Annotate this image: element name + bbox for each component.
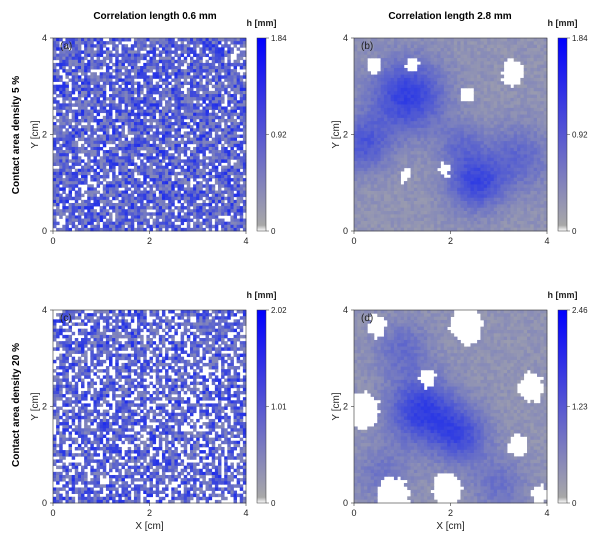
- colorbar-title: h [mm]: [548, 290, 578, 300]
- heatmap-field: [354, 310, 547, 503]
- y-tick-label: 0: [42, 498, 47, 508]
- x-tick-label: 0: [351, 508, 356, 518]
- row-label-top: Contact area density 5 %: [11, 76, 22, 194]
- x-tick-label: 2: [147, 236, 152, 246]
- y-tick-label: 0: [343, 226, 348, 236]
- panel-c: 0 2 4 0 2 4 Y [cm] X [cm] (c) h [mm] 2.02 1.01 0: [30, 290, 287, 532]
- y-tick-label: 2: [42, 402, 47, 412]
- colorbar-tick-label: 2.46: [572, 306, 588, 315]
- y-axis-label: Y [cm]: [30, 392, 41, 420]
- y-tick-label: 2: [42, 130, 47, 140]
- colorbar-tick-label: 0: [572, 227, 577, 236]
- y-tick-label: 2: [343, 402, 348, 412]
- y-tick-label: 4: [42, 33, 47, 43]
- colorbar-tick-label: 1.84: [572, 34, 588, 43]
- x-tick-label: 4: [544, 508, 549, 518]
- column-title-left: Correlation length 0.6 mm: [93, 11, 216, 22]
- colorbar-title: h [mm]: [548, 18, 578, 28]
- colorbar-tick-label: 0.92: [271, 131, 287, 140]
- y-tick-label: 4: [42, 305, 47, 315]
- x-tick-label: 0: [50, 508, 55, 518]
- colorbar: [257, 310, 266, 503]
- heatmap-field: [53, 38, 246, 231]
- colorbar-tick-label: 1.01: [271, 403, 287, 412]
- y-tick-label: 2: [343, 130, 348, 140]
- y-tick-label: 4: [343, 33, 348, 43]
- x-tick-label: 2: [147, 508, 152, 518]
- column-title-right: Correlation length 2.8 mm: [388, 11, 511, 22]
- x-tick-label: 4: [243, 508, 248, 518]
- panel-label: (c): [60, 313, 72, 324]
- colorbar-title: h [mm]: [247, 18, 277, 28]
- colorbar-tick-label: 0: [271, 227, 276, 236]
- heatmap-field: [53, 310, 246, 503]
- colorbar-tick-label: 1.23: [572, 403, 588, 412]
- y-tick-label: 0: [42, 226, 47, 236]
- heatmap-field: [354, 38, 547, 231]
- x-tick-label: 0: [50, 236, 55, 246]
- x-tick-label: 4: [243, 236, 248, 246]
- panel-b: 0 2 4 0 2 4 Y [cm] (b) h [mm] 1.84 0.92 0: [331, 18, 588, 246]
- y-tick-label: 4: [343, 305, 348, 315]
- row-label-bottom: Contact area density 20 %: [11, 343, 22, 467]
- colorbar: [257, 38, 266, 231]
- panel-label: (b): [361, 41, 373, 52]
- colorbar-tick-label: 0: [572, 499, 577, 508]
- colorbar-tick-label: 0.92: [572, 131, 588, 140]
- x-axis-label: X [cm]: [135, 521, 164, 532]
- panel-d: 0 2 4 0 2 4 Y [cm] X [cm] (d) h [mm] 2.46 1.23 0: [331, 290, 588, 532]
- panel-label: (a): [60, 41, 72, 52]
- panel-a: 0 2 4 0 2 4 Y [cm] (a) h [mm] 1.84 0.92 0: [30, 18, 287, 246]
- panel-label: (d): [361, 313, 373, 324]
- colorbar: [558, 38, 567, 231]
- x-tick-label: 0: [351, 236, 356, 246]
- x-axis-label: X [cm]: [436, 521, 465, 532]
- y-tick-label: 0: [343, 498, 348, 508]
- y-axis-label: Y [cm]: [331, 392, 342, 420]
- colorbar-tick-label: 2.02: [271, 306, 287, 315]
- x-tick-label: 2: [448, 236, 453, 246]
- colorbar: [558, 310, 567, 503]
- x-tick-label: 2: [448, 508, 453, 518]
- colorbar-tick-label: 0: [271, 499, 276, 508]
- x-tick-label: 4: [544, 236, 549, 246]
- colorbar-tick-label: 1.84: [271, 34, 287, 43]
- y-axis-label: Y [cm]: [331, 120, 342, 148]
- colorbar-title: h [mm]: [247, 290, 277, 300]
- y-axis-label: Y [cm]: [30, 120, 41, 148]
